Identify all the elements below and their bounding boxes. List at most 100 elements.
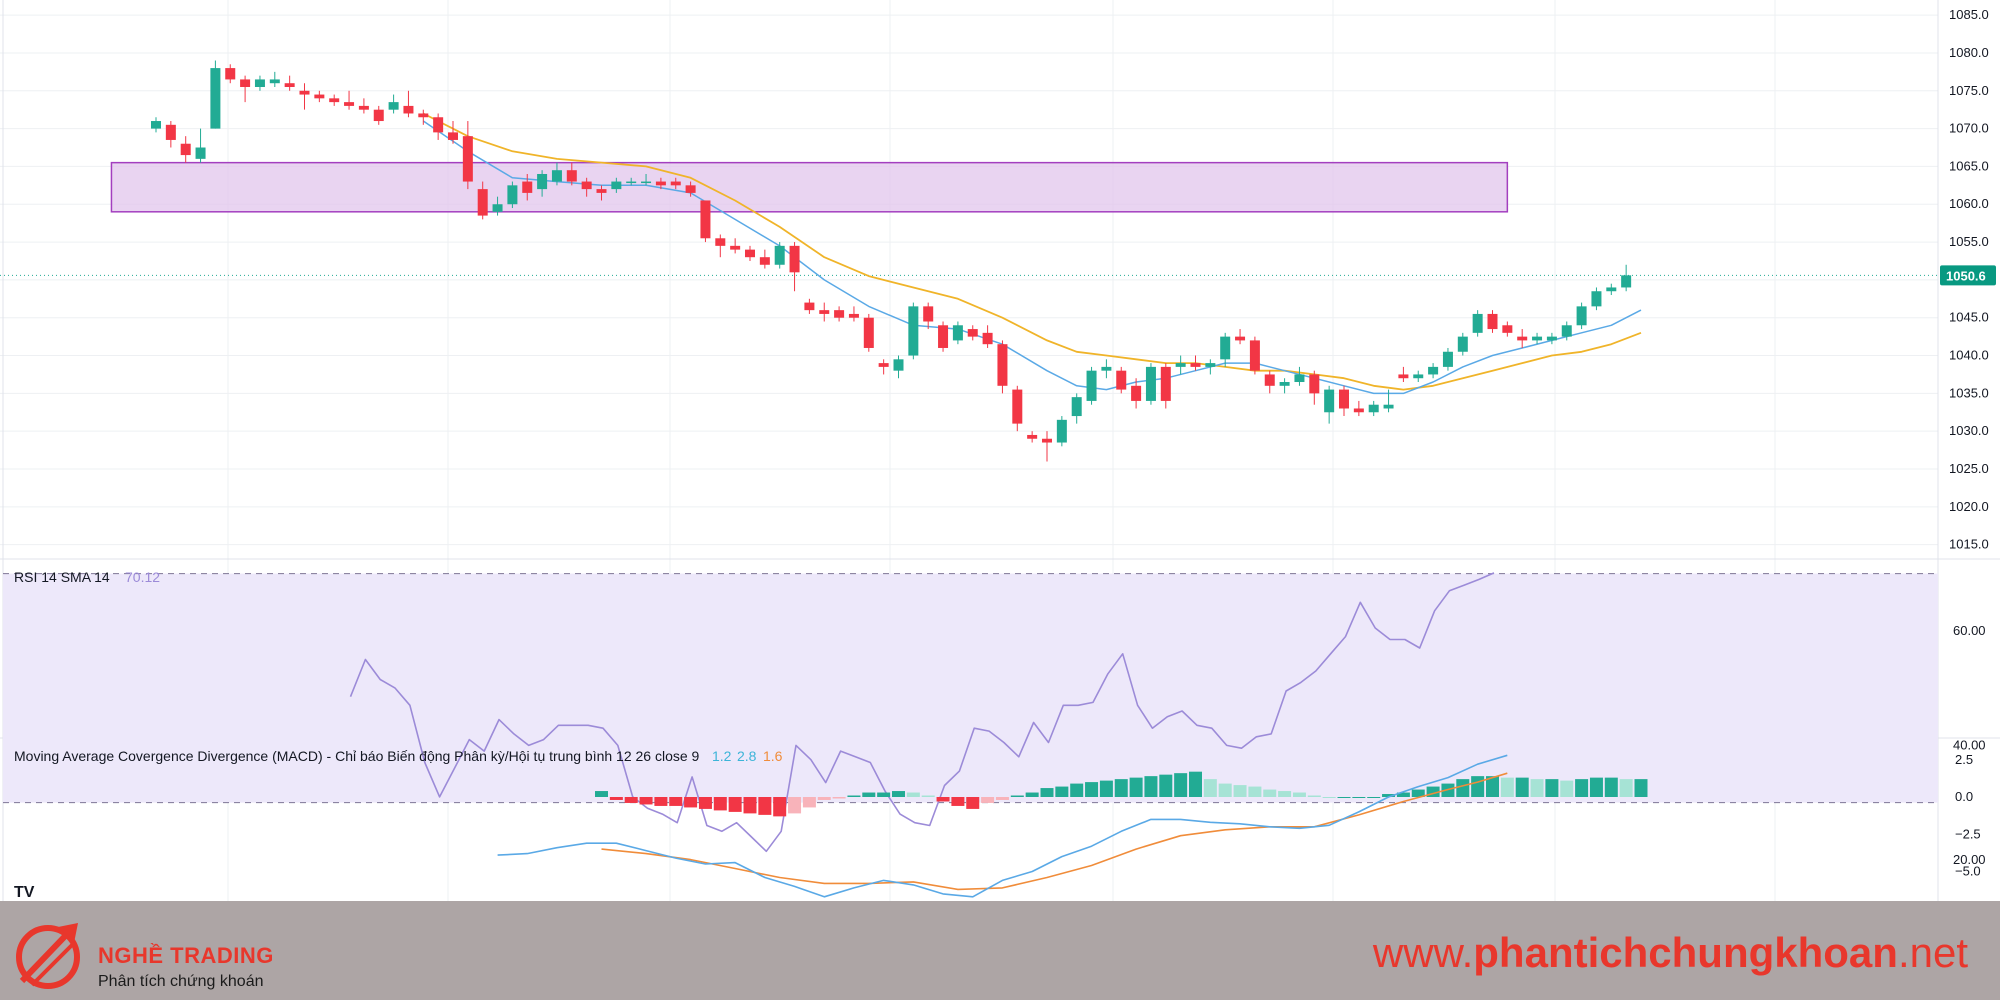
- candle-body: [789, 245, 800, 273]
- macd-histogram-bar: [1040, 788, 1054, 797]
- brand-tagline: Phân tích chứng khoán: [98, 973, 264, 990]
- candle-body: [1353, 408, 1364, 413]
- macd-histogram-bar: [1070, 783, 1084, 797]
- macd-histogram-bar: [877, 792, 891, 797]
- rsi-pane[interactable]: [3, 572, 1938, 853]
- candle-body: [1398, 374, 1409, 379]
- macd-histogram-bar: [1352, 797, 1366, 798]
- macd-histogram-bar: [773, 797, 787, 817]
- candle-body: [299, 90, 310, 95]
- candle-body: [1160, 366, 1171, 401]
- macd-legend-label: Moving Average Covergence Divergence (MA…: [14, 748, 700, 764]
- candle-body: [730, 245, 741, 250]
- candle-body: [655, 181, 666, 186]
- macd-histogram-bar: [1144, 776, 1158, 797]
- candle-body: [522, 181, 533, 193]
- website-prefix: www.: [1372, 929, 1474, 976]
- macd-histogram-bar: [728, 797, 742, 812]
- price-tick-label: 1045.0: [1949, 310, 1989, 325]
- macd-tick-label: −2.5: [1955, 826, 1981, 841]
- macd-histogram-bar: [1530, 779, 1544, 797]
- macd-histogram-bar: [966, 797, 980, 809]
- macd-histogram-bar: [981, 797, 995, 803]
- candle-body: [1175, 363, 1186, 367]
- candle-body: [1071, 397, 1082, 417]
- macd-histogram-bar: [995, 797, 1009, 800]
- price-tick-label: 1080.0: [1949, 45, 1989, 60]
- candle-body: [388, 102, 399, 110]
- moving-average-fast-line: [422, 120, 1642, 395]
- macd-histogram-bar: [1545, 779, 1559, 797]
- macd-tick-label: 2.5: [1955, 752, 1973, 767]
- candle-body: [448, 132, 458, 140]
- candle-body: [1190, 363, 1201, 367]
- macd-histogram-bar: [624, 797, 638, 803]
- candle-body: [462, 136, 473, 182]
- macd-pane[interactable]: [497, 754, 1648, 898]
- website-url[interactable]: www.phantichchungkhoan.net: [1373, 929, 1968, 977]
- brand-name: NGHỀ TRADING: [98, 943, 274, 968]
- candle-body: [195, 147, 206, 159]
- rsi-legend-label: RSI 14 SMA 14: [14, 569, 110, 585]
- macd-histogram-bar: [1411, 789, 1425, 797]
- candle-body: [358, 105, 369, 110]
- macd-histogram-bar: [1322, 797, 1336, 798]
- macd-histogram-bar: [1263, 789, 1277, 797]
- macd-histogram-bar: [802, 797, 816, 808]
- macd-histogram-bar: [1085, 782, 1099, 797]
- candle-body: [1324, 389, 1335, 413]
- candle-body: [225, 68, 236, 80]
- candle-body: [180, 143, 191, 156]
- candle-body: [745, 249, 755, 258]
- rsi-line: [349, 572, 1495, 853]
- price-tick-label: 1015.0: [1949, 537, 1989, 552]
- macd-histogram-bar: [1560, 780, 1574, 797]
- macd-histogram-bar: [862, 792, 876, 797]
- price-tick-label: 1035.0: [1949, 385, 1989, 400]
- candle-body: [1591, 291, 1602, 307]
- price-pane[interactable]: [0, 60, 1938, 462]
- indicator-legends: RSI 14 SMA 14 70.12 Moving Average Cover…: [14, 569, 783, 764]
- macd-histogram-bar: [951, 797, 965, 806]
- macd-histogram-bar: [713, 797, 727, 811]
- candle-body: [997, 344, 1008, 386]
- price-tick-label: 1055.0: [1949, 234, 1989, 249]
- macd-histogram-bar: [1604, 777, 1618, 797]
- macd-histogram-bar: [1055, 786, 1069, 797]
- candle-body: [804, 302, 815, 311]
- macd-histogram-bar: [817, 797, 831, 800]
- macd-histogram-bar: [1189, 771, 1202, 797]
- rsi-tick-label: 20.00: [1953, 852, 1986, 867]
- candle-body: [284, 83, 295, 87]
- candle-body: [1561, 325, 1572, 337]
- candle-body: [1027, 434, 1038, 439]
- price-axis[interactable]: 1085.0 1080.0 1075.0 1070.0 1065.0 1060.0 1055…: [1940, 7, 1996, 879]
- candle-body: [1517, 336, 1528, 341]
- macd-histogram-bar: [1396, 792, 1410, 797]
- candle-body: [923, 306, 934, 322]
- macd-histogram-bar: [1099, 780, 1113, 797]
- candle-body: [1012, 389, 1023, 424]
- macd-histogram-bar: [639, 797, 653, 805]
- moving-average-slow-line: [422, 112, 1642, 391]
- candle-body: [893, 359, 904, 371]
- tradingview-logo[interactable]: TV: [14, 884, 35, 901]
- candle-body: [1294, 374, 1305, 383]
- footer-banner: NGHỀ TRADING Phân tích chứng khoán www.p…: [0, 901, 2000, 1000]
- macd-histogram-bar: [788, 797, 802, 814]
- macd-histogram-bar: [1589, 777, 1603, 797]
- macd-histogram-bar: [906, 792, 920, 797]
- macd-histogram-bar: [1500, 777, 1514, 797]
- macd-histogram-bar: [1619, 779, 1633, 797]
- chart-canvas[interactable]: 1085.0 1080.0 1075.0 1070.0 1065.0 1060.0 1055…: [0, 0, 2000, 901]
- last-price-tag: [1940, 265, 1996, 286]
- resistance-zone-rect: [110, 161, 1509, 213]
- price-tick-label: 1085.0: [1949, 7, 1989, 22]
- price-tick-label: 1075.0: [1949, 83, 1989, 98]
- macd-histogram-bar: [1471, 776, 1485, 797]
- candle-body: [641, 181, 652, 184]
- candle-body: [1532, 336, 1543, 341]
- candle-body: [908, 306, 919, 356]
- candle-body: [611, 181, 622, 190]
- macd-histogram-bar: [669, 797, 683, 806]
